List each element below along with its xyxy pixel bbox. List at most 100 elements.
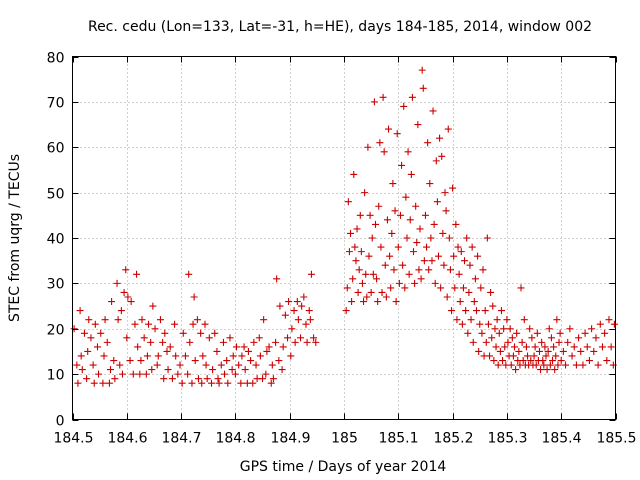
data-point	[583, 343, 591, 351]
data-point	[238, 352, 246, 360]
data-point	[537, 366, 545, 374]
data-point	[188, 379, 196, 387]
data-point	[373, 275, 381, 283]
data-point	[164, 366, 172, 374]
data-point	[459, 284, 467, 292]
data-point	[539, 357, 547, 365]
data-point	[235, 361, 243, 369]
data-point	[553, 316, 561, 324]
data-point	[205, 334, 213, 342]
data-point	[163, 347, 171, 355]
data-point	[383, 216, 391, 224]
x-tick-label: 185.2	[433, 431, 473, 447]
data-point	[362, 270, 370, 278]
data-point	[202, 361, 210, 369]
data-point	[151, 325, 159, 333]
data-point	[357, 248, 365, 256]
data-point	[232, 343, 240, 351]
data-point	[370, 98, 378, 106]
data-point	[185, 270, 193, 278]
data-point	[83, 375, 91, 383]
data-point	[343, 284, 351, 292]
data-point	[443, 293, 451, 301]
data-point	[464, 329, 472, 337]
data-point	[219, 338, 227, 346]
data-point	[566, 325, 574, 333]
data-point	[371, 220, 379, 228]
data-point	[114, 316, 122, 324]
x-tick-label: 184.7	[161, 431, 201, 447]
data-point	[272, 338, 280, 346]
data-point	[579, 361, 587, 369]
data-point	[492, 343, 500, 351]
data-point	[385, 125, 393, 133]
data-point	[484, 320, 492, 328]
data-point	[392, 298, 400, 306]
data-point	[389, 180, 397, 188]
data-point	[303, 338, 311, 346]
data-point	[501, 343, 509, 351]
data-point	[496, 347, 504, 355]
data-point	[138, 316, 146, 324]
data-point	[287, 352, 295, 360]
data-point	[417, 275, 425, 283]
data-point	[466, 261, 474, 269]
data-point	[428, 257, 436, 265]
data-point	[356, 211, 364, 219]
data-point	[118, 370, 126, 378]
data-point	[551, 366, 559, 374]
data-point	[237, 379, 245, 387]
data-point	[159, 338, 167, 346]
data-point	[377, 243, 385, 251]
x-tick-label: 185.4	[541, 431, 581, 447]
data-point	[197, 329, 205, 337]
data-point	[394, 243, 402, 251]
data-point	[526, 325, 534, 333]
data-point	[113, 279, 121, 287]
x-tick-label: 184.5	[53, 431, 93, 447]
data-point	[508, 334, 516, 342]
data-point	[605, 316, 613, 324]
data-point	[458, 320, 466, 328]
data-point	[194, 375, 202, 383]
data-point	[530, 352, 538, 360]
data-point	[100, 352, 108, 360]
data-point	[186, 338, 194, 346]
data-point	[512, 366, 520, 374]
data-point	[203, 375, 211, 383]
data-point	[153, 361, 161, 369]
data-point	[494, 361, 502, 369]
x-tick-label: 185.1	[378, 431, 418, 447]
data-point	[367, 288, 375, 296]
data-point	[73, 361, 81, 369]
x-axis-label: GPS time / Days of year 2014	[240, 459, 447, 475]
data-point	[122, 266, 130, 274]
data-point	[179, 329, 187, 337]
data-point	[439, 229, 447, 237]
data-point	[259, 375, 267, 383]
data-point	[564, 338, 572, 346]
data-point	[601, 329, 609, 337]
data-point	[399, 261, 407, 269]
data-point	[412, 202, 420, 210]
data-point	[467, 316, 475, 324]
data-point	[70, 325, 78, 333]
data-point	[107, 366, 115, 374]
data-point	[174, 370, 182, 378]
data-point	[557, 357, 565, 365]
data-point	[477, 284, 485, 292]
data-point	[405, 270, 413, 278]
data-point	[161, 329, 169, 337]
data-point	[387, 284, 395, 292]
data-point	[425, 266, 433, 274]
data-point	[226, 334, 234, 342]
y-tick-label: 80	[47, 51, 65, 67]
data-point	[414, 121, 422, 129]
data-point	[559, 347, 567, 355]
data-point	[488, 334, 496, 342]
x-tick-label: 184.8	[215, 431, 255, 447]
data-point	[546, 361, 554, 369]
data-point	[590, 347, 598, 355]
data-point	[249, 379, 257, 387]
data-point	[74, 379, 82, 387]
